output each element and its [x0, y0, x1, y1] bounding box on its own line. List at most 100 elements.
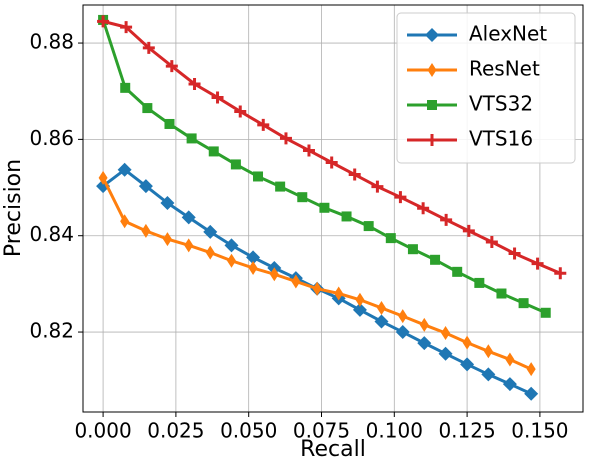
- plot-frame: [82, 4, 584, 413]
- legend-label: VTS16: [469, 127, 533, 151]
- marker: [483, 344, 493, 359]
- marker: [142, 103, 153, 114]
- x-tick-label: 0.075: [293, 419, 350, 443]
- x-axis-label: Recall: [300, 437, 366, 462]
- marker: [355, 292, 365, 307]
- marker: [211, 91, 224, 104]
- marker: [460, 357, 475, 372]
- marker: [248, 260, 258, 275]
- marker: [352, 302, 367, 317]
- legend-marker: [427, 63, 437, 77]
- marker: [165, 60, 178, 73]
- x-tick-label: 0.025: [147, 419, 204, 443]
- marker: [395, 325, 410, 340]
- marker: [138, 179, 153, 194]
- marker: [508, 247, 521, 260]
- marker: [531, 257, 544, 270]
- x-tick-label: 0.100: [366, 419, 423, 443]
- marker: [224, 238, 239, 253]
- marker: [291, 274, 301, 289]
- y-tick-label: 0.86: [29, 126, 74, 150]
- marker: [540, 307, 551, 318]
- x-tick-label: 0.125: [438, 419, 495, 443]
- marker: [312, 281, 322, 296]
- marker: [186, 133, 197, 144]
- marker: [257, 118, 270, 131]
- marker: [253, 171, 264, 182]
- marker: [184, 238, 194, 253]
- marker: [142, 41, 155, 54]
- marker: [334, 286, 344, 301]
- marker: [518, 298, 529, 309]
- marker: [269, 267, 279, 282]
- marker: [120, 214, 130, 229]
- x-tick-label: 0.150: [511, 419, 568, 443]
- legend-label: VTS32: [469, 92, 533, 116]
- legend-label: ResNet: [469, 57, 540, 81]
- marker: [188, 77, 201, 90]
- marker: [203, 224, 218, 239]
- marker: [440, 213, 453, 226]
- marker: [341, 211, 352, 222]
- legend-marker: [426, 134, 438, 146]
- marker: [502, 377, 517, 392]
- y-tick-label: 0.84: [29, 222, 74, 246]
- marker: [325, 156, 338, 169]
- marker: [385, 233, 396, 244]
- marker: [246, 250, 261, 265]
- marker: [181, 210, 196, 225]
- marker: [417, 202, 430, 215]
- marker: [234, 105, 247, 118]
- marker: [319, 202, 330, 213]
- marker: [462, 224, 475, 237]
- marker: [374, 314, 389, 329]
- marker: [394, 191, 407, 204]
- y-tick-label: 0.88: [29, 30, 74, 54]
- marker: [279, 132, 292, 145]
- legend-marker: [427, 100, 437, 110]
- marker: [398, 309, 408, 324]
- marker: [275, 181, 286, 192]
- marker: [474, 277, 485, 288]
- marker: [505, 352, 515, 367]
- marker: [297, 192, 308, 203]
- marker: [117, 162, 132, 177]
- marker: [162, 232, 172, 247]
- marker: [417, 336, 432, 351]
- y-tick-label: 0.82: [29, 319, 74, 343]
- marker: [524, 386, 539, 401]
- marker: [97, 15, 110, 28]
- legend-marker: [425, 28, 439, 42]
- marker: [407, 244, 418, 255]
- marker: [462, 335, 472, 350]
- marker: [230, 159, 241, 170]
- marker: [205, 245, 215, 260]
- marker: [164, 118, 175, 129]
- marker: [438, 346, 453, 361]
- marker: [485, 235, 498, 248]
- marker: [98, 170, 108, 185]
- marker: [227, 253, 237, 268]
- marker: [120, 21, 133, 34]
- marker: [481, 367, 496, 382]
- marker: [452, 266, 463, 277]
- x-tick-label: 0.050: [220, 419, 277, 443]
- legend-box: [396, 12, 576, 164]
- x-tick-label: 0.000: [74, 419, 131, 443]
- marker: [554, 267, 567, 280]
- marker: [160, 195, 175, 210]
- marker: [419, 317, 429, 332]
- marker: [208, 146, 219, 157]
- marker: [371, 180, 384, 193]
- legend-label: AlexNet: [469, 22, 547, 46]
- marker: [348, 168, 361, 181]
- marker: [363, 221, 374, 232]
- marker: [526, 362, 536, 377]
- marker: [141, 223, 151, 238]
- marker: [302, 144, 315, 157]
- marker: [120, 82, 131, 93]
- marker: [496, 288, 507, 299]
- marker: [430, 254, 441, 265]
- y-axis-label: Precision: [1, 159, 26, 257]
